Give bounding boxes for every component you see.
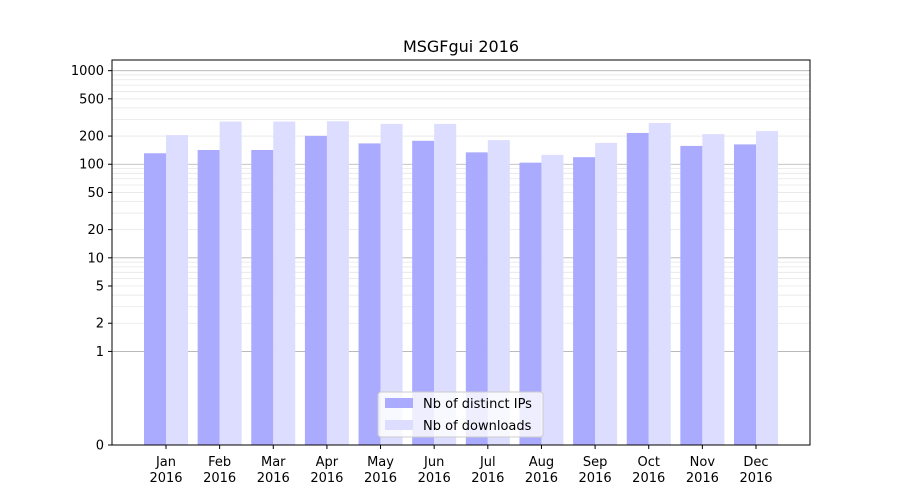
y-tick-label: 5: [96, 280, 104, 295]
x-tick-label-year: 2016: [579, 471, 612, 486]
x-tick-label-year: 2016: [203, 471, 236, 486]
x-tick-label-year: 2016: [471, 471, 504, 486]
y-tick-label: 1000: [71, 64, 104, 79]
bar-downloads: [380, 123, 403, 445]
legend-swatch: [385, 398, 413, 408]
bar-distinct-ips: [412, 140, 435, 445]
bar-downloads: [648, 122, 671, 446]
bar-distinct-ips: [465, 152, 488, 445]
x-tick-label-month: Aug: [529, 455, 554, 470]
bar-distinct-ips: [680, 145, 703, 445]
bar-distinct-ips: [573, 157, 596, 445]
bar-distinct-ips: [304, 135, 327, 446]
legend-label: Nb of downloads: [423, 419, 532, 434]
x-tick-label-month: Mar: [261, 455, 286, 470]
x-tick-label-year: 2016: [149, 471, 182, 486]
legend-label: Nb of distinct IPs: [423, 397, 532, 412]
x-tick-label-month: Jun: [423, 455, 444, 470]
x-tick-label-year: 2016: [739, 471, 772, 486]
bar-distinct-ips: [197, 149, 220, 445]
bar-distinct-ips: [519, 162, 542, 445]
x-tick-label-year: 2016: [364, 471, 397, 486]
x-tick-label-year: 2016: [310, 471, 343, 486]
x-tick-label-year: 2016: [632, 471, 665, 486]
y-tick-label: 2: [96, 317, 104, 332]
y-tick-label: 500: [79, 92, 104, 107]
legend-box: [377, 391, 544, 438]
y-tick-label: 1: [96, 345, 104, 360]
legend-swatch: [385, 420, 413, 430]
x-tick-label-month: Sep: [583, 455, 608, 470]
x-tick-label-month: Jul: [479, 455, 496, 470]
bar-downloads: [273, 121, 296, 446]
bar-distinct-ips: [626, 132, 649, 446]
x-tick-label-year: 2016: [418, 471, 451, 486]
bar-downloads: [434, 123, 457, 445]
x-tick-label-month: Dec: [743, 455, 768, 470]
x-tick-label-month: Oct: [637, 455, 659, 470]
x-tick-label-month: May: [367, 455, 394, 470]
bar-downloads: [595, 142, 618, 445]
y-tick-label: 200: [79, 130, 104, 145]
bar-downloads: [166, 135, 188, 445]
bar-downloads: [541, 154, 564, 445]
x-tick-label-month: Apr: [316, 455, 339, 470]
bar-downloads: [326, 121, 349, 445]
x-tick-label-year: 2016: [257, 471, 290, 486]
y-tick-label: 10: [87, 251, 104, 266]
bar-downloads: [219, 121, 242, 446]
bar-distinct-ips: [358, 143, 381, 446]
y-tick-label: 0: [96, 439, 104, 454]
bar-downloads: [756, 131, 778, 445]
legend: Nb of distinct IPs Nb of downloads: [377, 391, 544, 438]
y-tick-label: 50: [87, 186, 104, 201]
x-tick-label-month: Nov: [690, 455, 716, 470]
bar-distinct-ips: [734, 144, 756, 445]
bar-distinct-ips: [144, 153, 166, 445]
x-tick-label-year: 2016: [686, 471, 719, 486]
chart-title: MSGFgui 2016: [403, 37, 519, 56]
x-axis: Jan2016Feb2016Mar2016Apr2016May2016Jun20…: [149, 445, 773, 486]
y-tick-label: 100: [79, 158, 104, 173]
bar-downloads: [487, 140, 510, 446]
x-tick-label-month: Jan: [155, 455, 176, 470]
plot-frame: [111, 59, 811, 446]
bar-distinct-ips: [251, 149, 274, 445]
y-tick-label: 20: [87, 223, 104, 238]
bars: [144, 121, 778, 446]
bar-downloads: [702, 134, 725, 446]
y-axis: 0 1 2 5 10 20 50 100 200 500 1000: [71, 64, 112, 454]
x-tick-label-year: 2016: [525, 471, 558, 486]
x-tick-label-month: Feb: [208, 455, 231, 470]
